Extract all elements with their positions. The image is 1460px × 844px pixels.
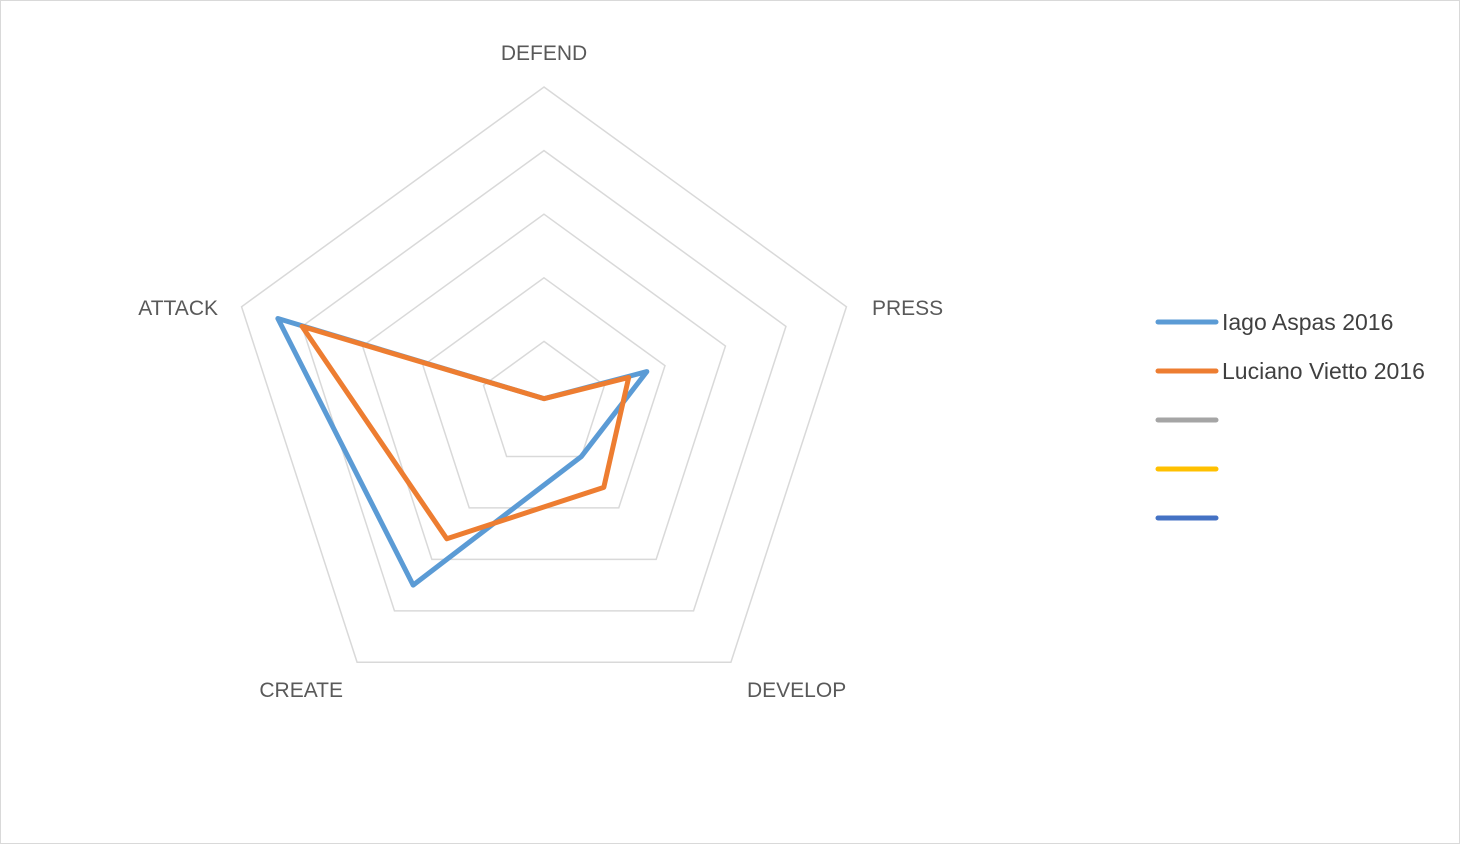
grid-ring	[482, 340, 606, 458]
axis-label-press: PRESS	[872, 297, 943, 320]
grid-ring	[301, 149, 787, 612]
grid-ring	[240, 86, 848, 664]
series-lines	[275, 316, 650, 588]
series-line	[299, 323, 632, 542]
legend-label: Iago Aspas 2016	[1222, 309, 1393, 335]
grid-ring	[361, 213, 727, 561]
axis-labels: DEFEND PRESS DEVELOP CREATE ATTACK	[138, 42, 943, 702]
series-line	[275, 316, 650, 588]
axis-label-attack: ATTACK	[138, 297, 218, 320]
legend-entry: Iago Aspas 2016	[1155, 309, 1393, 335]
legend-entry: Luciano Vietto 2016	[1155, 358, 1425, 384]
legend-label: Luciano Vietto 2016	[1222, 358, 1425, 384]
radar-grid	[240, 86, 848, 664]
axis-label-defend: DEFEND	[501, 42, 587, 65]
legend: Iago Aspas 2016 Luciano Vietto 2016	[1155, 309, 1425, 521]
axis-label-develop: DEVELOP	[747, 679, 846, 702]
axis-label-create: CREATE	[259, 679, 343, 702]
